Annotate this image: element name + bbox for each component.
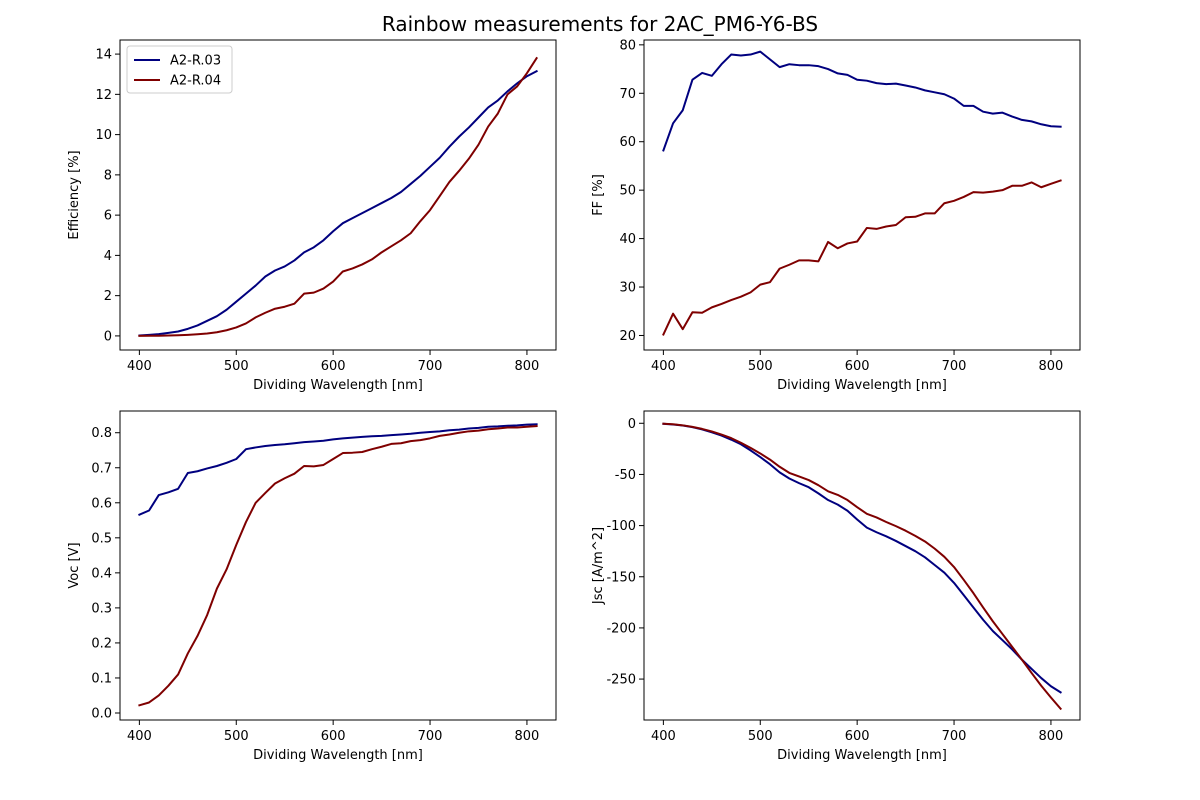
axes-frame — [643, 410, 1081, 721]
x-tick-label: 700 — [418, 729, 443, 744]
y-tick-label: 50 — [619, 184, 636, 199]
legend-label: A2-R.04 — [170, 74, 221, 89]
y-tick-label: 70 — [619, 87, 636, 102]
series-line-a2-r-03 — [662, 422, 1062, 694]
x-tick-label: 500 — [224, 359, 249, 374]
series-group — [138, 423, 538, 707]
x-tick-label: 800 — [1039, 359, 1064, 374]
y-tick-label: 12 — [95, 88, 112, 103]
series-line-a2-r-04 — [138, 56, 539, 337]
y-tick-label: -50 — [615, 468, 636, 483]
series-line-a2-r-04 — [662, 422, 1063, 711]
subplot-4: 400 500 600 700 800 0 -50 -100 -150 -200 -250 Divid… — [591, 410, 1081, 763]
x-tick-label: 800 — [1039, 729, 1064, 744]
series-group — [662, 422, 1063, 711]
y-axis-label: Efficiency [%] — [67, 150, 82, 239]
y-tick-label: 0.5 — [91, 531, 112, 546]
y-tick-label: 4 — [104, 249, 112, 264]
series-group — [662, 50, 1062, 336]
series-line-a2-r-04 — [138, 424, 538, 707]
y-tick-label: -100 — [606, 519, 636, 534]
legend-box — [126, 45, 233, 94]
subplot-3: 400 500 600 700 800 0.0 0.1 0.2 0.3 0.4 0.5 0.6 0.7 0… — [67, 410, 557, 763]
y-tick-label: 8 — [104, 168, 112, 183]
y-tick-label: 30 — [619, 281, 636, 296]
x-axis-label: Dividing Wavelength [nm] — [777, 748, 947, 763]
y-tick-label: 0.4 — [91, 566, 112, 581]
x-tick-label: 600 — [321, 729, 346, 744]
y-tick-label: 0.0 — [91, 706, 112, 721]
series-line-a2-r-03 — [138, 423, 538, 517]
y-tick-label: 0.8 — [91, 426, 112, 441]
y-tick-label: 10 — [95, 128, 112, 143]
y-tick-label: 60 — [619, 135, 636, 150]
y-axis-label: Voc [V] — [67, 542, 82, 588]
legend-label: A2-R.03 — [170, 54, 221, 69]
y-tick-label: 6 — [104, 209, 112, 224]
y-tick-label: 0.6 — [91, 496, 112, 511]
x-axis-label: Dividing Wavelength [nm] — [253, 378, 423, 393]
y-tick-label: -200 — [606, 621, 636, 636]
x-tick-label: 500 — [748, 729, 773, 744]
x-tick-label: 400 — [651, 359, 676, 374]
x-tick-label: 500 — [224, 729, 249, 744]
subplot-2: 400 500 600 700 800 20 30 40 50 60 70 80 Dividing Wa… — [591, 38, 1081, 393]
x-tick-label: 800 — [515, 359, 540, 374]
x-tick-label: 700 — [418, 359, 443, 374]
x-tick-label: 700 — [942, 729, 967, 744]
x-tick-label: 600 — [321, 359, 346, 374]
subplot-1: 400 500 600 700 800 0 2 4 6 8 10 12 14 Dividing Wavel… — [67, 39, 557, 393]
x-tick-label: 800 — [515, 729, 540, 744]
x-tick-label: 600 — [845, 729, 870, 744]
x-tick-label: 700 — [942, 359, 967, 374]
series-line-a2-r-04 — [662, 179, 1062, 336]
series-group — [138, 56, 539, 337]
axes-frame — [119, 39, 557, 351]
y-tick-label: -150 — [606, 570, 636, 585]
y-tick-label: 14 — [95, 48, 112, 63]
x-axis-label: Dividing Wavelength [nm] — [777, 378, 947, 393]
y-tick-label: 40 — [619, 232, 636, 247]
series-line-a2-r-03 — [138, 69, 538, 337]
y-tick-label: 0 — [628, 417, 636, 432]
y-tick-label: 80 — [619, 38, 636, 53]
x-tick-label: 600 — [845, 359, 870, 374]
y-tick-label: 0.2 — [91, 636, 112, 651]
y-tick-label: 0 — [104, 329, 112, 344]
x-tick-label: 400 — [651, 729, 676, 744]
y-tick-label: 0.7 — [91, 461, 112, 476]
x-tick-label: 500 — [748, 359, 773, 374]
y-tick-label: 20 — [619, 329, 636, 344]
y-tick-label: -250 — [606, 673, 636, 688]
x-tick-label: 400 — [127, 359, 152, 374]
axes-frame — [119, 410, 557, 721]
y-tick-label: 0.1 — [91, 671, 112, 686]
x-axis-label: Dividing Wavelength [nm] — [253, 748, 423, 763]
legend: A2-R.03 A2-R.04 — [126, 45, 233, 94]
series-line-a2-r-03 — [662, 50, 1062, 152]
y-tick-label: 0.3 — [91, 601, 112, 616]
y-axis-label: Jsc [A/m^2] — [591, 527, 606, 605]
figure-title: Rainbow measurements for 2AC_PM6-Y6-BS — [381, 12, 819, 36]
x-tick-label: 400 — [127, 729, 152, 744]
y-tick-label: 2 — [104, 289, 112, 304]
y-axis-label: FF [%] — [591, 174, 606, 216]
axes-frame — [643, 39, 1081, 351]
